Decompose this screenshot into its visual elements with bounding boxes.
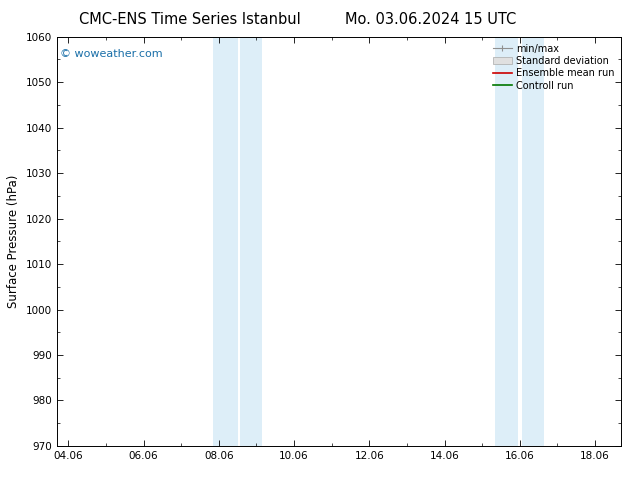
Legend: min/max, Standard deviation, Ensemble mean run, Controll run: min/max, Standard deviation, Ensemble me… xyxy=(491,42,616,93)
Text: © woweather.com: © woweather.com xyxy=(60,49,162,59)
Bar xyxy=(522,37,544,446)
Y-axis label: Surface Pressure (hPa): Surface Pressure (hPa) xyxy=(8,174,20,308)
Text: CMC-ENS Time Series Istanbul: CMC-ENS Time Series Istanbul xyxy=(79,12,301,27)
Bar xyxy=(495,37,518,446)
Bar xyxy=(240,37,262,446)
Bar xyxy=(213,37,238,446)
Text: Mo. 03.06.2024 15 UTC: Mo. 03.06.2024 15 UTC xyxy=(346,12,517,27)
